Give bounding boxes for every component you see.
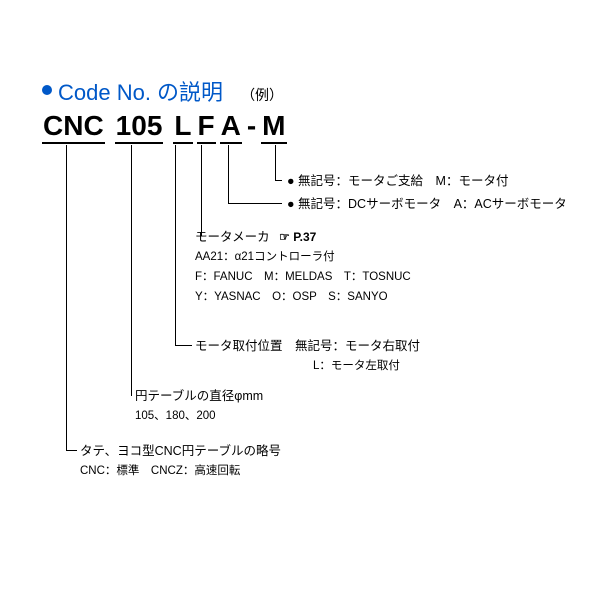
desc-text: タテ、ヨコ型CNC円テーブルの略号: [80, 444, 281, 458]
leader-line: [131, 145, 132, 395]
desc-motor-maker: モータメーカ ☞ P.37 AA21：α21コントローラ付 F：FANUC M：…: [195, 228, 411, 307]
leader-line: [275, 145, 276, 180]
desc-text: AA21：α21コントローラ付: [195, 251, 335, 263]
desc-text: 無記号：モータご支給 M：モータ付: [298, 174, 508, 188]
seg-a: A: [220, 110, 242, 144]
desc-motor-supply: ● 無記号：モータご支給 M：モータ付: [287, 172, 508, 191]
desc-text: 円テーブルの直径φmm: [135, 389, 263, 403]
connector-line: [228, 203, 282, 204]
title-example: （例）: [241, 85, 283, 105]
seg-l: L: [173, 110, 192, 144]
desc-text: L：モータ左取付: [313, 360, 400, 372]
desc-text: CNC：標準 CNCZ：高速回転: [80, 465, 240, 477]
leader-line: [228, 145, 229, 203]
connector-line: [175, 345, 192, 346]
bullet-icon: [42, 85, 52, 95]
title-text: Code No. の説明: [58, 75, 223, 107]
page-ref: ☞ P.37: [279, 230, 316, 244]
desc-abbrev: タテ、ヨコ型CNC円テーブルの略号 CNC：標準 CNCZ：高速回転: [80, 442, 281, 481]
seg-m: M: [261, 110, 286, 144]
desc-text: F：FANUC M：MELDAS T：TOSNUC: [195, 271, 411, 283]
seg-dash: -: [246, 110, 257, 142]
desc-servo-type: ● 無記号：DCサーボモータ A：ACサーボモータ: [287, 195, 567, 214]
seg-105: 105: [115, 110, 164, 144]
connector-line: [275, 180, 282, 181]
title-row: Code No. の説明 （例）: [42, 75, 283, 107]
desc-text: 無記号：DCサーボモータ A：ACサーボモータ: [298, 197, 567, 211]
seg-cnc: CNC: [42, 110, 105, 144]
seg-f: F: [197, 110, 216, 144]
desc-text: モータ取付位置 無記号：モータ右取付: [195, 339, 420, 353]
connector-line: [66, 450, 77, 451]
desc-text: Y：YASNAC O：OSP S：SANYO: [195, 291, 388, 303]
leader-line: [66, 145, 67, 450]
leader-line: [175, 145, 176, 345]
desc-text: 105、180、200: [135, 410, 216, 422]
leader-line: [201, 145, 202, 236]
code-row: CNC 105 LFA-M: [42, 110, 287, 144]
desc-mount-pos: モータ取付位置 無記号：モータ右取付 L：モータ左取付: [195, 337, 420, 376]
connector-line: [131, 395, 132, 396]
desc-diameter: 円テーブルの直径φmm 105、180、200: [135, 387, 263, 426]
desc-head: モータメーカ: [195, 230, 270, 244]
